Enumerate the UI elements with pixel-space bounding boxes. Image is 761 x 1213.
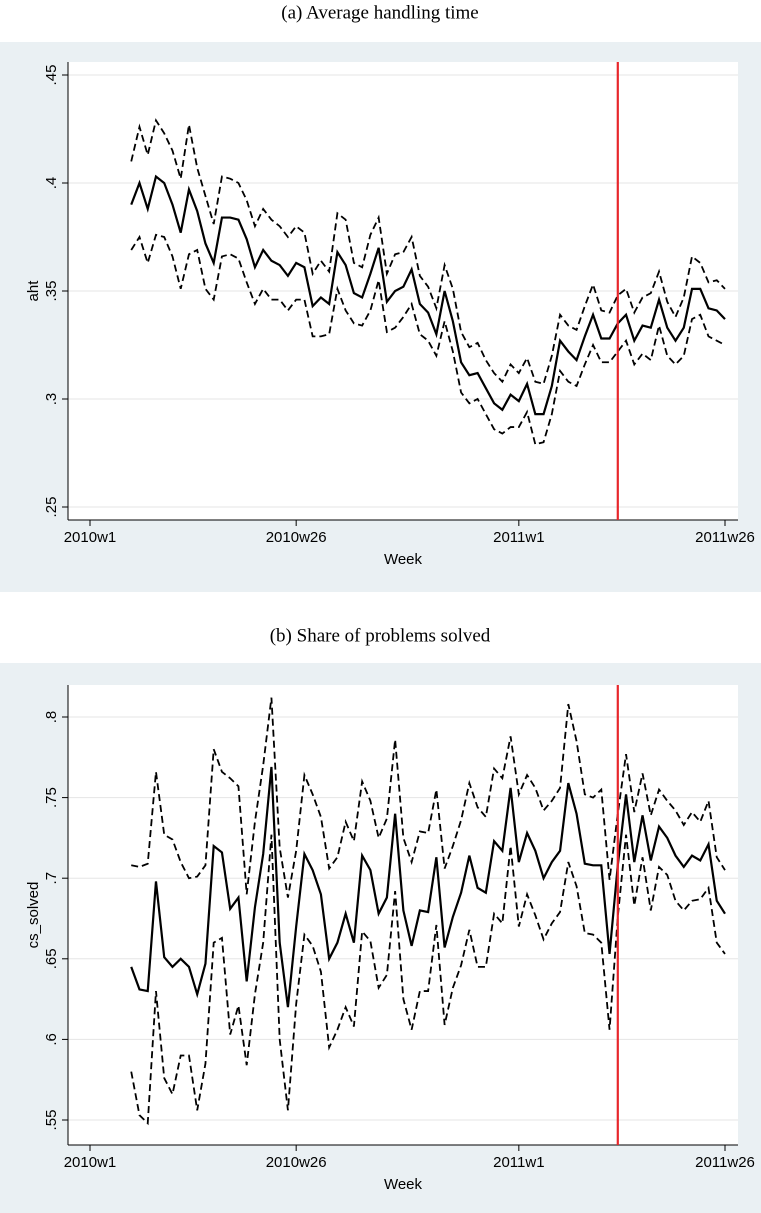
x-tick-label: 2010w1	[64, 529, 117, 546]
x-tick-label: 2011w26	[695, 529, 755, 546]
series-line	[130, 233, 726, 446]
chart-title: (a) Average handling time	[281, 2, 479, 23]
y-tick-label: .55	[43, 1110, 60, 1131]
y-tick-label: .7	[43, 872, 60, 885]
series-line	[131, 697, 726, 898]
plot-area	[68, 685, 738, 1145]
x-tick-label: 2010w1	[64, 1154, 117, 1171]
series-line	[130, 834, 726, 1126]
y-axis-title: cs_solved	[25, 882, 42, 949]
y-tick-label: .65	[43, 948, 60, 969]
y-tick-label: .75	[43, 787, 60, 808]
y-tick-label: .25	[43, 497, 60, 518]
y-tick-label: .4	[43, 177, 60, 190]
series-line	[130, 766, 726, 1008]
chart-title: (b) Share of problems solved	[270, 625, 491, 646]
series-line	[130, 174, 726, 416]
x-axis-title: Week	[384, 1176, 423, 1193]
y-tick-label: .35	[43, 281, 60, 302]
x-tick-label: 2011w1	[493, 1154, 544, 1171]
x-tick-label: 2011w1	[493, 529, 544, 546]
x-tick-label: 2010w26	[266, 529, 327, 546]
y-tick-label: .3	[43, 393, 60, 406]
y-tick-label: .6	[43, 1033, 60, 1046]
x-tick-label: 2010w26	[266, 1154, 327, 1171]
y-axis-title: aht	[25, 280, 42, 302]
x-tick-label: 2011w26	[695, 1154, 755, 1171]
x-axis-title: Week	[384, 551, 423, 568]
series-line	[130, 118, 726, 385]
y-tick-label: .8	[43, 711, 60, 724]
y-tick-label: .45	[43, 65, 60, 86]
